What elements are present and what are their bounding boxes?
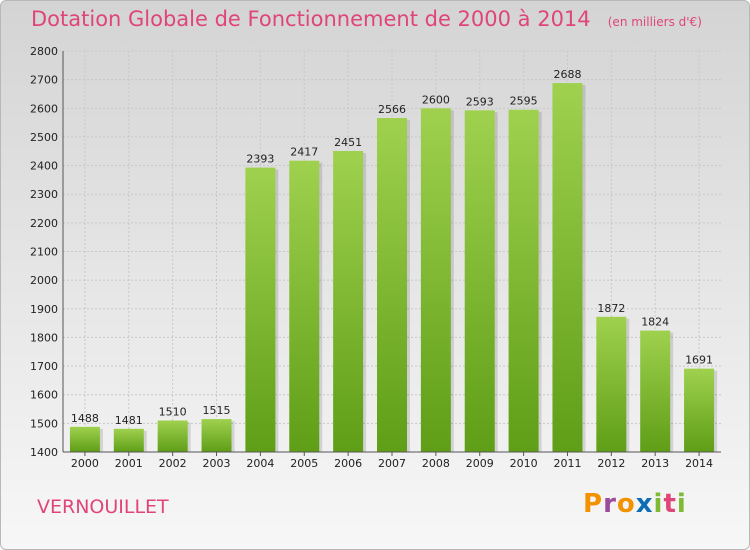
bar <box>596 316 627 452</box>
bar <box>289 160 320 452</box>
value-label: 2566 <box>378 103 406 116</box>
logo-letter: o <box>616 489 636 519</box>
x-tick-label: 2012 <box>597 457 625 470</box>
y-tick-label: 2400 <box>30 160 58 173</box>
x-tick-label: 2000 <box>71 457 99 470</box>
x-tick-label: 2013 <box>641 457 669 470</box>
bar <box>508 109 539 452</box>
city-name: VERNOUILLET <box>37 496 169 518</box>
proxiti-logo[interactable]: Proxiti <box>583 489 687 519</box>
value-label: 1488 <box>71 412 99 425</box>
x-tick-label: 2005 <box>290 457 318 470</box>
chart-title: Dotation Globale de Fonctionnement de 20… <box>31 7 591 31</box>
x-tick-label: 2010 <box>510 457 538 470</box>
y-tick-label: 2600 <box>30 102 58 115</box>
x-tick-label: 2014 <box>685 457 713 470</box>
logo-letter: x <box>635 489 654 519</box>
value-label: 1481 <box>115 414 143 427</box>
bar <box>157 420 188 452</box>
y-tick-label: 1600 <box>30 389 58 402</box>
y-tick-label: 2100 <box>30 246 58 259</box>
y-tick-label: 1800 <box>30 331 58 344</box>
x-tick-label: 2002 <box>159 457 187 470</box>
y-tick-label: 2800 <box>30 45 58 58</box>
x-tick-label: 2004 <box>246 457 274 470</box>
x-tick-label: 2011 <box>553 457 581 470</box>
value-label: 1515 <box>203 404 231 417</box>
value-label: 2688 <box>553 68 581 81</box>
x-tick-label: 2003 <box>203 457 231 470</box>
value-label: 1824 <box>641 316 669 329</box>
y-tick-label: 2700 <box>30 74 58 87</box>
bar <box>113 428 144 452</box>
bar <box>684 368 715 452</box>
bar <box>69 426 100 452</box>
bar <box>245 167 276 453</box>
value-label: 1872 <box>597 302 625 315</box>
x-tick-label: 2006 <box>334 457 362 470</box>
logo-letter: t <box>663 489 677 519</box>
logo-letter: r <box>603 489 617 519</box>
bars: 1488 1481 1510 1515 2393 2417 2451 2566 2600 2593… <box>69 68 718 453</box>
chart-subtitle: (en milliers d'€) <box>607 15 702 29</box>
value-label: 2593 <box>466 95 494 108</box>
x-tick-label: 2008 <box>422 457 450 470</box>
bar <box>201 419 232 452</box>
bar <box>464 110 495 452</box>
value-label: 2417 <box>290 146 318 159</box>
x-tick-label: 2001 <box>115 457 143 470</box>
y-tick-label: 2000 <box>30 274 58 287</box>
axes: 1400 1500 1600 1700 1800 1900 2000 2100 2200 2300… <box>30 45 721 470</box>
y-tick-label: 1400 <box>30 446 58 459</box>
value-label: 1691 <box>685 354 713 367</box>
x-tick-label: 2007 <box>378 457 406 470</box>
value-label: 2600 <box>422 93 450 106</box>
value-label: 2393 <box>246 153 274 166</box>
title-row: Dotation Globale de Fonctionnement de 20… <box>31 7 702 31</box>
y-tick-label: 2500 <box>30 131 58 144</box>
x-tick-label: 2009 <box>466 457 494 470</box>
bar <box>333 150 364 453</box>
logo-letter: i <box>653 489 664 519</box>
y-tick-label: 2200 <box>30 217 58 230</box>
bar <box>552 83 583 452</box>
value-label: 1510 <box>159 405 187 418</box>
bar <box>420 108 451 453</box>
y-tick-label: 1700 <box>30 360 58 373</box>
y-tick-label: 1500 <box>30 417 58 430</box>
bar <box>640 330 671 452</box>
logo-letter: P <box>583 489 604 519</box>
value-label: 2451 <box>334 136 362 149</box>
y-tick-label: 1900 <box>30 303 58 316</box>
logo-letter: i <box>676 489 687 519</box>
bar <box>377 118 407 452</box>
y-tick-label: 2300 <box>30 188 58 201</box>
value-label: 2595 <box>510 95 538 108</box>
